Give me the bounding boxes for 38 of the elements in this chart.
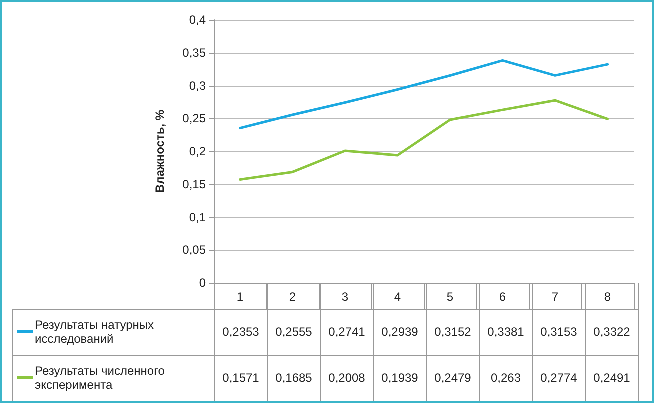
y-tick-label: 0,05 (182, 243, 206, 258)
data-label: 0,2008 (320, 355, 374, 401)
legend-label: Результаты натурных исследований (12, 309, 214, 355)
x-tick-label: 1 (236, 290, 244, 304)
data-label: 0,2479 (426, 355, 480, 401)
x-tick-label: 6 (499, 290, 506, 304)
data-label: 0,1939 (374, 355, 426, 401)
data-label: 0,1685 (268, 355, 320, 401)
x-tick-label: 3 (342, 290, 349, 304)
y-tick-label: 0,15 (182, 177, 206, 192)
data-label: 0,3381 (480, 309, 532, 355)
y-tick-label: 0,35 (182, 46, 206, 60)
data-label: 0,1571 (214, 355, 268, 401)
data-label: 0,2774 (532, 355, 586, 401)
x-tick-label: 2 (289, 290, 296, 304)
data-label: 0,3322 (586, 309, 638, 355)
x-tick-label: 5 (446, 290, 454, 304)
data-label: 0,263 (480, 355, 532, 401)
y-tick-label: 0,25 (182, 112, 206, 126)
y-tick-label: 0 (199, 276, 206, 290)
data-label: 0,2939 (374, 309, 426, 355)
data-label: 0,2555 (268, 309, 320, 355)
data-label: 0,3153 (532, 309, 586, 355)
y-tick-label: 0,2 (189, 144, 206, 158)
x-tick-label: 4 (394, 290, 402, 304)
x-tick-label: 8 (604, 290, 612, 304)
legend-label: Результаты численного эксперимента (12, 355, 214, 401)
line-series (239, 99, 609, 181)
data-label: 0,3152 (426, 309, 480, 355)
y-tick-label: 0,3 (189, 78, 206, 93)
y-tick-label: 0,4 (189, 13, 206, 27)
data-label: 0,2353 (214, 309, 268, 355)
x-tick-label: 7 (552, 290, 559, 304)
data-label: 0,2491 (586, 355, 638, 401)
data-label: 0,2741 (320, 309, 374, 355)
y-tick-label: 0,1 (189, 210, 206, 224)
line-series (239, 59, 609, 130)
y-axis-title: Влажность, % (153, 110, 167, 194)
